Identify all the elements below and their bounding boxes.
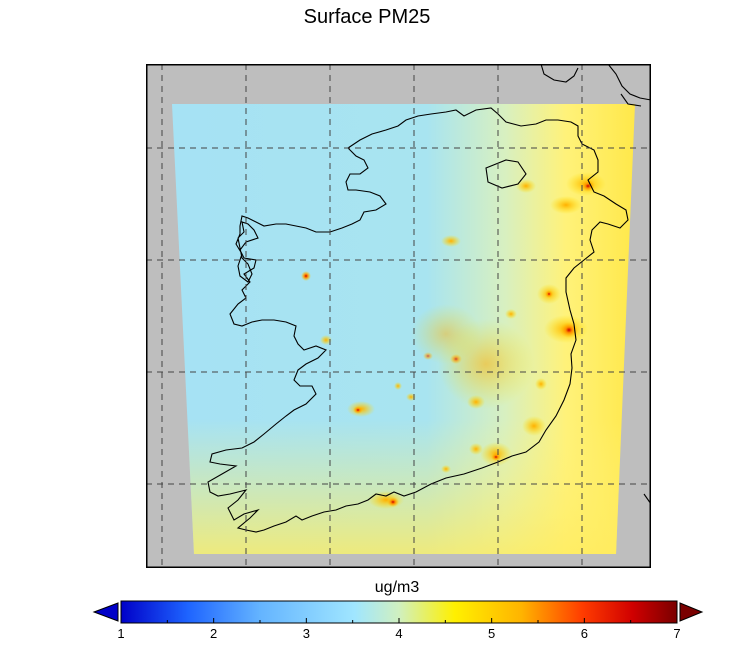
colorbar-tick-label: 4 (395, 626, 403, 641)
page-title: Surface PM25 (303, 6, 431, 28)
colorbar-tick-label: 3 (302, 626, 310, 641)
colorbar-extend-low (92, 602, 119, 622)
pm25-hotspots (301, 172, 606, 509)
colorbar (92, 600, 704, 624)
colorbar-tick-label: 5 (488, 626, 496, 641)
map-border (146, 64, 651, 568)
colorbar-tick-label: 2 (210, 626, 218, 641)
gb-coastline-2 (607, 64, 651, 101)
gb-coastline (540, 64, 579, 83)
map-panel (146, 64, 651, 568)
coastline (207, 64, 651, 533)
colorbar-ticks (120, 618, 678, 623)
ireland-coastline (207, 107, 629, 533)
colorbar-unit-label: ug/m3 (374, 579, 420, 596)
gb-coastline-3 (620, 93, 642, 107)
pm25-field-south (172, 104, 635, 554)
colorbar-tick-label: 1 (117, 626, 125, 641)
colorbar-tick-label: 6 (580, 626, 588, 641)
graticule (146, 64, 651, 568)
colorbar-extend-high (679, 602, 704, 622)
lough-outline (485, 159, 527, 189)
colorbar-tick-label: 7 (673, 626, 681, 641)
